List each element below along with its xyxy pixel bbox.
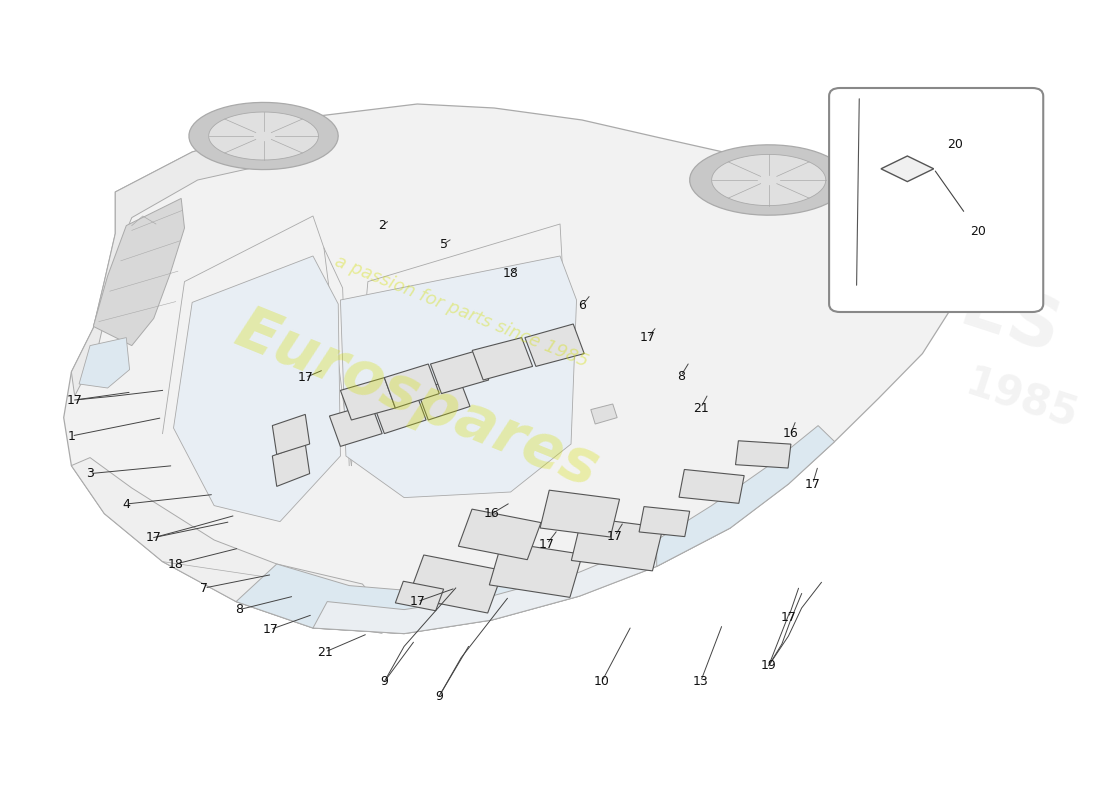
Polygon shape <box>395 582 443 610</box>
Text: 9: 9 <box>436 690 443 702</box>
Text: 20: 20 <box>947 138 964 150</box>
Text: 17: 17 <box>607 530 623 542</box>
Polygon shape <box>472 338 532 380</box>
Text: 21: 21 <box>693 402 708 414</box>
Text: 17: 17 <box>409 595 426 608</box>
Polygon shape <box>273 444 310 486</box>
Text: 18: 18 <box>168 558 184 570</box>
Polygon shape <box>94 198 185 346</box>
Text: 13: 13 <box>693 675 708 688</box>
Polygon shape <box>314 506 730 634</box>
Polygon shape <box>64 104 967 634</box>
Text: 6: 6 <box>579 299 586 312</box>
Polygon shape <box>340 256 576 498</box>
Polygon shape <box>525 324 584 366</box>
Text: 18: 18 <box>503 267 518 280</box>
Text: 9: 9 <box>381 675 388 688</box>
Text: 1: 1 <box>67 430 75 442</box>
Polygon shape <box>189 102 338 170</box>
Polygon shape <box>408 555 504 613</box>
Polygon shape <box>417 378 470 420</box>
Polygon shape <box>384 364 439 408</box>
Polygon shape <box>881 156 934 182</box>
Text: 1985: 1985 <box>959 362 1082 438</box>
Text: 17: 17 <box>805 478 821 490</box>
Polygon shape <box>540 490 619 537</box>
Text: a passion for parts since 1985: a passion for parts since 1985 <box>332 253 591 371</box>
Text: 17: 17 <box>539 538 554 550</box>
Text: 16: 16 <box>484 507 499 520</box>
Text: 17: 17 <box>262 623 278 636</box>
Text: 21: 21 <box>317 646 333 658</box>
Polygon shape <box>329 404 382 446</box>
Polygon shape <box>273 414 310 454</box>
Text: 3: 3 <box>86 467 94 480</box>
Text: 7: 7 <box>200 582 208 594</box>
Text: 10: 10 <box>594 675 609 688</box>
Text: 19: 19 <box>761 659 777 672</box>
Text: 16: 16 <box>783 427 799 440</box>
Polygon shape <box>490 542 583 598</box>
Polygon shape <box>571 517 663 571</box>
Text: 17: 17 <box>640 331 656 344</box>
Polygon shape <box>679 470 745 503</box>
Polygon shape <box>79 338 130 388</box>
Polygon shape <box>736 441 791 468</box>
Text: 20: 20 <box>970 225 987 238</box>
Text: Eurospares: Eurospares <box>227 300 607 500</box>
Text: 2: 2 <box>378 219 386 232</box>
Polygon shape <box>639 506 690 537</box>
FancyBboxPatch shape <box>829 88 1043 312</box>
Text: 8: 8 <box>235 603 243 616</box>
Polygon shape <box>340 378 395 420</box>
Polygon shape <box>72 458 404 634</box>
Text: 5: 5 <box>440 238 448 250</box>
Text: 17: 17 <box>781 611 796 624</box>
Text: 4: 4 <box>122 498 130 510</box>
Polygon shape <box>712 154 826 206</box>
Text: 17: 17 <box>146 531 162 544</box>
Text: ES: ES <box>952 271 1069 369</box>
Text: 17: 17 <box>67 394 82 406</box>
Polygon shape <box>209 112 319 160</box>
Text: 17: 17 <box>297 371 313 384</box>
Polygon shape <box>690 145 848 215</box>
Polygon shape <box>430 350 488 394</box>
Polygon shape <box>591 404 617 424</box>
Polygon shape <box>72 116 324 396</box>
Polygon shape <box>373 390 426 434</box>
Polygon shape <box>236 564 580 634</box>
Polygon shape <box>459 509 541 560</box>
Text: 8: 8 <box>676 370 685 382</box>
Polygon shape <box>174 256 340 522</box>
Polygon shape <box>657 426 835 566</box>
